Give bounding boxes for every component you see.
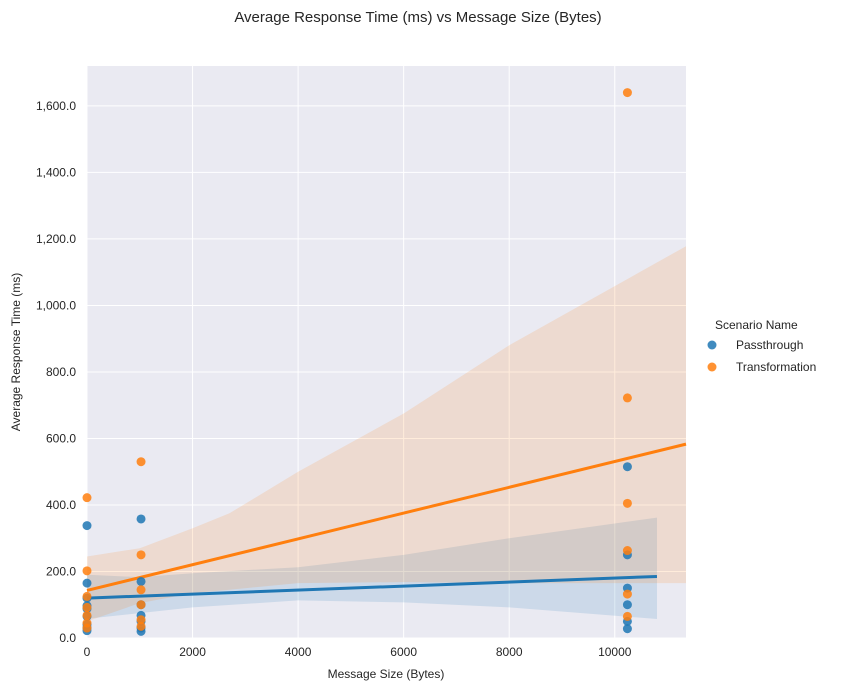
data-point: [82, 521, 92, 531]
x-tick-label: 2000: [179, 645, 206, 659]
x-tick-label: 10000: [598, 645, 632, 659]
data-point: [622, 393, 632, 403]
chart-title: Average Response Time (ms) vs Message Si…: [234, 9, 601, 26]
x-axis-label: Message Size (Bytes): [328, 667, 445, 681]
x-tick-label: 0: [84, 645, 91, 659]
legend-marker: [707, 362, 717, 372]
legend-label: Transformation: [736, 360, 816, 374]
grid: [86, 66, 686, 639]
y-tick-label: 600.0: [46, 431, 76, 445]
data-point: [622, 600, 632, 610]
legend-marker: [707, 340, 717, 350]
plot-area: [87, 66, 686, 638]
data-point: [82, 578, 92, 588]
legend-title: Scenario Name: [715, 318, 798, 332]
regression-lines: [86, 442, 687, 600]
data-point: [82, 591, 92, 601]
data-points: [82, 88, 632, 636]
data-point: [622, 611, 632, 621]
y-tick-label: 0.0: [59, 631, 76, 645]
data-point: [136, 514, 146, 524]
data-point: [136, 585, 146, 595]
data-point: [136, 615, 146, 625]
y-axis-label: Average Response Time (ms): [9, 273, 23, 432]
data-point: [136, 600, 146, 610]
x-tick-label: 6000: [390, 645, 417, 659]
data-point: [622, 546, 632, 556]
legend-label: Passthrough: [736, 338, 803, 352]
data-point: [622, 462, 632, 472]
data-point: [82, 493, 92, 503]
regression-line: [86, 574, 658, 600]
y-tick-label: 1,600.0: [36, 99, 76, 113]
y-tick-label: 400.0: [46, 498, 76, 512]
data-point: [136, 621, 146, 631]
y-tick-label: 200.0: [46, 564, 76, 578]
data-point: [82, 623, 92, 633]
data-point: [622, 498, 632, 508]
y-axis-ticks: 0.0 200.0 400.0 600.0 800.0 1,000.0 1,200.0 1,4…: [36, 99, 76, 645]
data-point: [136, 457, 146, 467]
data-point: [622, 624, 632, 634]
regression-line: [86, 442, 687, 592]
data-point: [136, 576, 146, 586]
data-point: [82, 602, 92, 612]
data-point: [622, 88, 632, 98]
data-point: [82, 610, 92, 620]
data-point: [136, 550, 146, 560]
x-axis-ticks: 0 2000 4000 6000 8000 10000: [84, 645, 632, 659]
x-tick-label: 4000: [285, 645, 312, 659]
y-tick-label: 1,000.0: [36, 298, 76, 312]
legend: Scenario Name Passthrough Transformation: [707, 318, 816, 374]
x-tick-label: 8000: [496, 645, 523, 659]
y-tick-label: 1,200.0: [36, 232, 76, 246]
confidence-band: [87, 246, 686, 622]
y-tick-label: 800.0: [46, 365, 76, 379]
data-point: [82, 566, 92, 576]
data-point: [622, 589, 632, 599]
y-tick-label: 1,400.0: [36, 165, 76, 179]
